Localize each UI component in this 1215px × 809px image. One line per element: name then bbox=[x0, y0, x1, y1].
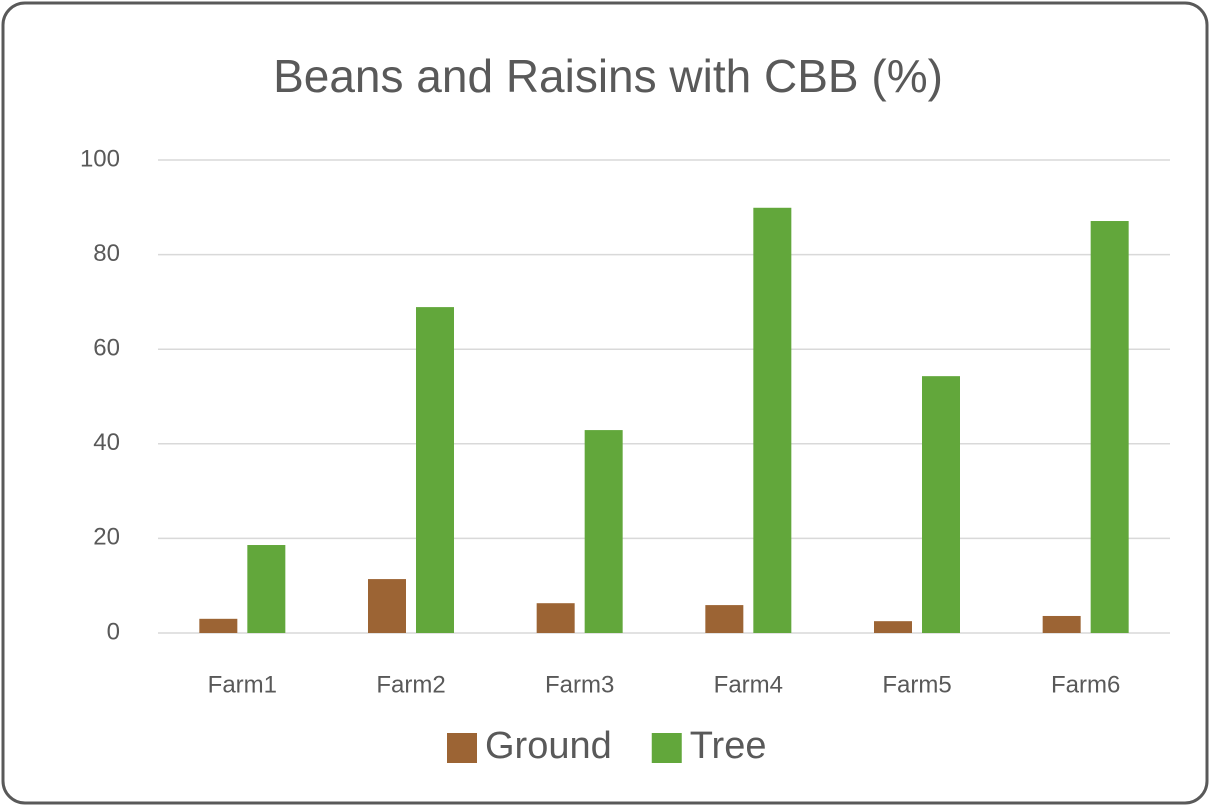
bar bbox=[1090, 221, 1129, 633]
x-tick-label: Farm6 bbox=[1051, 671, 1120, 698]
x-tick-label: Farm3 bbox=[545, 671, 614, 698]
chart-title: Beans and Raisins with CBB (%) bbox=[273, 50, 943, 102]
bar bbox=[416, 307, 454, 633]
legend-label: Ground bbox=[485, 725, 612, 767]
bar bbox=[753, 207, 792, 633]
y-tick-label: 20 bbox=[93, 524, 120, 551]
bar bbox=[584, 430, 623, 633]
y-tick-label: 80 bbox=[93, 240, 120, 267]
y-tick-label: 0 bbox=[107, 618, 120, 645]
bar bbox=[247, 545, 286, 633]
x-tick-label: Farm5 bbox=[882, 671, 951, 698]
legend-label: Tree bbox=[690, 725, 767, 767]
x-tick-label: Farm2 bbox=[376, 671, 445, 698]
bar bbox=[536, 603, 575, 633]
bar bbox=[1042, 615, 1081, 633]
bar bbox=[874, 621, 912, 633]
legend-swatch bbox=[651, 733, 682, 763]
y-tick-label: 60 bbox=[93, 335, 120, 362]
legend-swatch bbox=[447, 733, 477, 763]
bar bbox=[199, 618, 238, 633]
y-tick-label: 100 bbox=[80, 145, 120, 172]
bar bbox=[922, 376, 960, 633]
x-tick-label: Farm4 bbox=[714, 671, 783, 698]
bar bbox=[368, 579, 406, 633]
bar bbox=[705, 605, 744, 633]
y-tick-label: 40 bbox=[93, 429, 120, 456]
x-tick-label: Farm1 bbox=[208, 671, 277, 698]
